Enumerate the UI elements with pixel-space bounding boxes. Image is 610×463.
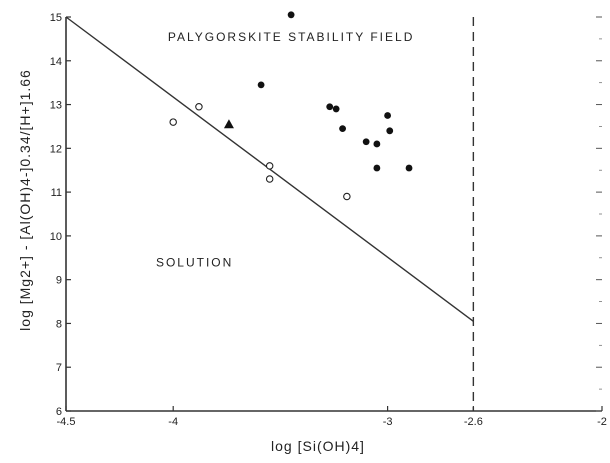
y-tick-label: 7	[56, 362, 62, 374]
stability-field-label: PALYGORSKITE STABILITY FIELD	[168, 30, 415, 44]
open-circle-point	[265, 162, 274, 170]
y-tick-label: 14	[50, 56, 62, 68]
filled-triangle-point	[223, 119, 234, 129]
filled-circle-point	[373, 140, 381, 148]
open-circle-point	[343, 192, 351, 201]
filled-circle-point	[287, 11, 295, 19]
x-tick-label: -2	[597, 416, 607, 428]
x-tick-label: -2.6	[464, 416, 483, 428]
filled-circle-point	[386, 127, 394, 135]
y-tick-label: 13	[50, 100, 62, 112]
open-circle-point	[169, 118, 177, 126]
solution-label: SOLUTION	[156, 256, 233, 270]
x-tick-label: -4	[168, 416, 178, 428]
filled-circle-point	[405, 164, 413, 172]
y-tick-label: 12	[50, 143, 62, 155]
y-tick-label: 15	[50, 12, 62, 24]
open-circle-point	[195, 102, 203, 111]
filled-circle-point	[332, 105, 340, 113]
filled-circle-point	[339, 125, 346, 133]
filled-circle-point	[326, 103, 334, 111]
filled-circle-point	[384, 112, 391, 119]
y-tick-label: 9	[56, 275, 62, 287]
x-tick-label: -4.5	[57, 416, 76, 428]
filled-circle-point	[373, 164, 381, 172]
y-axis-label: log [Mg2+] - [Al(OH)4-]0.34/[H+]1.66	[17, 69, 33, 331]
x-axis-label: log [Si(OH)4]	[271, 438, 365, 454]
y-tick-label: 6	[56, 406, 62, 418]
open-circle-point	[265, 175, 274, 183]
filled-circle-point	[362, 138, 370, 146]
filled-circle-point	[257, 81, 265, 89]
y-tick-label: 8	[56, 318, 62, 330]
x-tick-label: -3	[383, 416, 393, 428]
y-tick-label: 11	[51, 187, 62, 199]
y-tick-label: 10	[50, 231, 62, 243]
